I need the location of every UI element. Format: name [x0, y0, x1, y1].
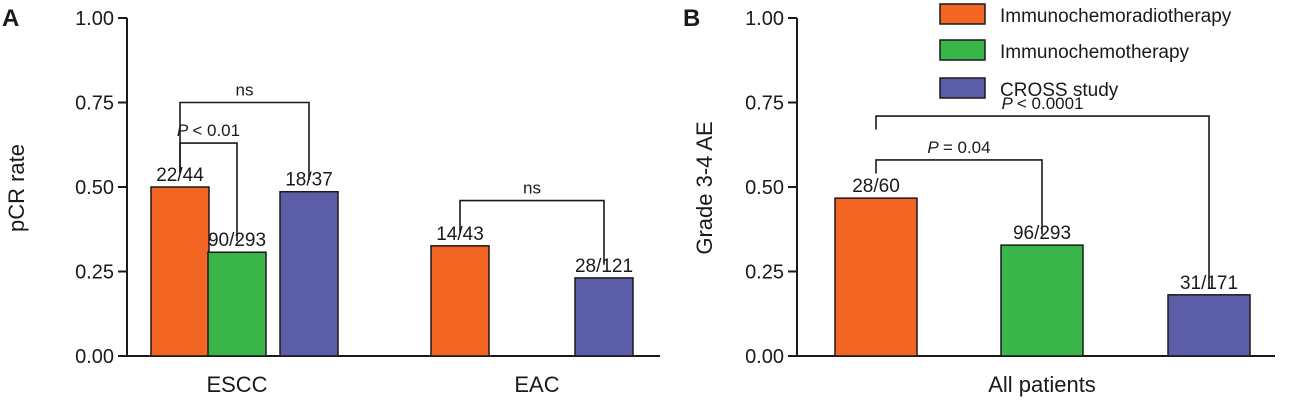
panel-b-bar-ict-0 — [1000, 244, 1084, 357]
panel-a-y-tick-label-0: 0.00 — [75, 346, 114, 368]
panel-a-bar-cross-0 — [279, 190, 339, 357]
panel-a-y-tick-label-1: 0.25 — [75, 262, 114, 284]
panel-a-bracket-0 — [179, 101, 310, 181]
legend-swatch-icrt — [939, 3, 986, 25]
panel-a-x-label-escc: ESCC — [206, 372, 267, 397]
panel-b-y-tick-label-3: 0.75 — [745, 93, 784, 115]
panel-a-bracket-label-0: ns — [236, 81, 254, 100]
panel-b-bracket-0 — [875, 115, 1210, 289]
panel-a: A pCR rate 0.000.250.500.751.00 22/4490/… — [2, 5, 660, 397]
panel-a-bar-label-icrt-0: 22/44 — [156, 165, 204, 186]
panel-a-bracket-label-2: ns — [523, 179, 541, 198]
panel-b-y-tick-label-0: 0.00 — [745, 346, 784, 368]
panel-a-y-tick-label-4: 1.00 — [75, 8, 114, 30]
legend-swatch-cross — [939, 77, 986, 99]
panel-a-label: A — [2, 5, 19, 32]
panel-a-y-tick-label-2: 0.50 — [75, 177, 114, 199]
panel-b-y-tick-label-1: 0.25 — [745, 262, 784, 284]
legend: Immunochemoradiotherapy Immunochemothera… — [939, 3, 1232, 101]
legend-label-icrt: Immunochemoradiotherapy — [1000, 6, 1232, 27]
panel-a-bar-label-cross-1: 28/121 — [575, 256, 633, 277]
panel-b-y-axis-title: Grade 3-4 AE — [692, 121, 717, 254]
panel-b-label: B — [683, 5, 700, 32]
panel-b-bracket-label-1: P = 0.04 — [927, 138, 990, 157]
panel-a-bar-icrt-0 — [150, 186, 210, 357]
panel-a-bracket-1 — [179, 142, 238, 242]
panel-a-y-axis-title: pCR rate — [4, 144, 29, 232]
panel-b-bar-cross-0 — [1167, 294, 1251, 357]
panel-a-bar-ict-0 — [207, 251, 267, 357]
panel-b-bracket-1 — [875, 159, 1043, 235]
panel-a-x-label-eac: EAC — [514, 372, 559, 397]
legend-label-cross: CROSS study — [1000, 80, 1119, 101]
legend-swatch-ict — [939, 39, 986, 61]
panel-b-x-label-all-patients: All patients — [988, 372, 1096, 397]
panel-b-y-tick-label-4: 1.00 — [745, 8, 784, 30]
panel-b-bar-label-icrt-0: 28/60 — [852, 176, 900, 197]
legend-label-ict: Immunochemotherapy — [1000, 42, 1190, 63]
panel-a-bracket-2 — [459, 199, 605, 265]
panel-b-y-tick-label-2: 0.50 — [745, 177, 784, 199]
panel-b-bar-icrt-0 — [834, 197, 918, 357]
panel-b-bracket-label-0: P < 0.0001 — [1001, 94, 1083, 113]
panel-a-bracket-label-1: P < 0.01 — [177, 121, 240, 140]
panel-a-bar-cross-1 — [574, 277, 634, 357]
panel-a-y-tick-label-3: 0.75 — [75, 93, 114, 115]
panel-a-bar-icrt-1 — [430, 245, 490, 357]
panel-b: B Grade 3-4 AE 0.00 0.25 0.50 0.75 1.00 28/6… — [683, 5, 1275, 397]
panel-a-bar-label-icrt-1: 14/43 — [436, 224, 484, 245]
